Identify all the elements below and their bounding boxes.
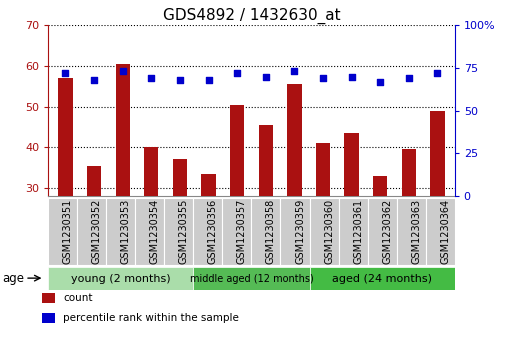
Text: aged (24 months): aged (24 months) (332, 274, 432, 284)
Text: GSM1230353: GSM1230353 (121, 199, 131, 264)
Point (204, 77, 212, 83)
Bar (344, 133, 359, 310)
Bar (259, 125, 273, 310)
Bar (430, 111, 444, 310)
Bar (135, 198, 165, 265)
Point (176, 77, 184, 83)
Text: GSM1230362: GSM1230362 (382, 199, 392, 264)
Text: GSM1230361: GSM1230361 (353, 199, 363, 264)
Bar (280, 198, 309, 265)
Bar (77, 198, 106, 265)
Bar (48, 267, 194, 290)
Bar (106, 198, 135, 265)
Bar (309, 267, 455, 290)
Point (347, 74, 356, 79)
Text: GSM1230351: GSM1230351 (63, 199, 73, 264)
Point (233, 70, 241, 76)
Bar (201, 174, 216, 310)
Text: GSM1230352: GSM1230352 (92, 199, 102, 264)
Text: GSM1230358: GSM1230358 (266, 199, 276, 264)
Bar (194, 198, 223, 265)
Bar (251, 198, 280, 265)
Text: middle aged (12 months): middle aged (12 months) (189, 274, 313, 284)
Text: GSM1230355: GSM1230355 (179, 199, 189, 264)
Point (90, 77, 98, 83)
Point (376, 79, 385, 85)
Bar (115, 64, 130, 310)
Bar (397, 198, 426, 265)
Text: GSM1230359: GSM1230359 (295, 199, 305, 264)
Point (291, 69, 299, 74)
Bar (194, 267, 309, 290)
Point (118, 69, 126, 74)
Point (405, 76, 413, 81)
Bar (402, 149, 416, 310)
Text: percentile rank within the sample: percentile rank within the sample (63, 313, 239, 323)
Point (319, 76, 327, 81)
Bar (223, 198, 251, 265)
Text: GSM1230364: GSM1230364 (440, 199, 450, 264)
Title: GDS4892 / 1432630_at: GDS4892 / 1432630_at (163, 8, 340, 24)
Bar (230, 105, 244, 310)
Bar (144, 147, 158, 310)
Bar (373, 176, 388, 310)
Bar (368, 198, 397, 265)
Text: age: age (3, 272, 24, 285)
Bar (87, 166, 101, 310)
Point (433, 70, 441, 76)
Text: GSM1230357: GSM1230357 (237, 199, 247, 264)
Bar (287, 84, 302, 310)
Text: young (2 months): young (2 months) (71, 274, 171, 284)
Point (61, 70, 70, 76)
Text: GSM1230360: GSM1230360 (324, 199, 334, 264)
Text: GSM1230363: GSM1230363 (411, 199, 421, 264)
Bar (316, 143, 330, 310)
Text: count: count (63, 293, 92, 303)
Bar (58, 78, 73, 310)
Bar (42, 313, 55, 323)
Bar (48, 198, 77, 265)
Text: GSM1230356: GSM1230356 (208, 199, 218, 264)
Bar (338, 198, 368, 265)
Bar (426, 198, 455, 265)
Bar (309, 198, 338, 265)
Bar (165, 198, 194, 265)
Point (262, 74, 270, 79)
Bar (173, 159, 187, 310)
Text: GSM1230354: GSM1230354 (150, 199, 160, 264)
Bar (42, 293, 55, 303)
Point (147, 76, 155, 81)
